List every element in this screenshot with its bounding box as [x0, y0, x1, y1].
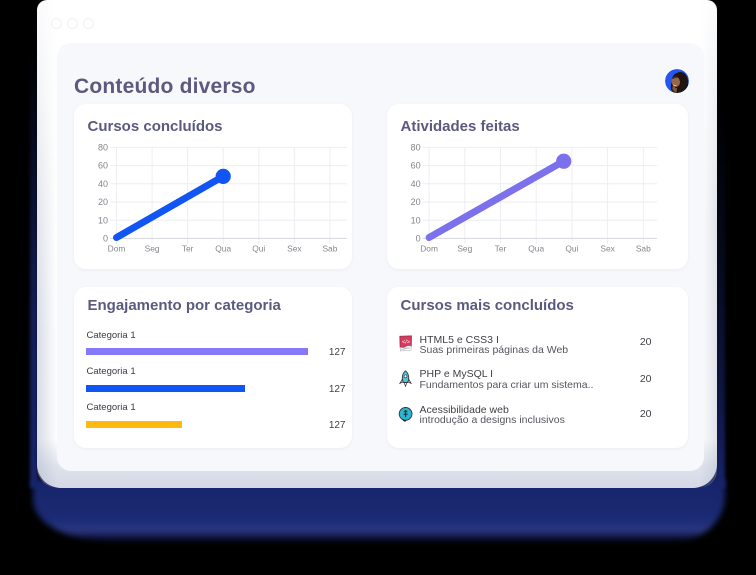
svg-text:Sab: Sab	[322, 244, 337, 254]
svg-text:20: 20	[97, 197, 107, 207]
svg-text:10: 10	[410, 215, 420, 225]
svg-text:Qui: Qui	[565, 244, 578, 254]
svg-text:Ter: Ter	[181, 244, 193, 254]
svg-text:Seg: Seg	[144, 244, 159, 254]
svg-text:</>: </>	[402, 340, 410, 346]
svg-text:Seg: Seg	[457, 244, 472, 254]
svg-text:Dom: Dom	[107, 244, 125, 254]
svg-text:80: 80	[410, 143, 420, 153]
svg-text:Sex: Sex	[287, 244, 302, 254]
svg-text:Qua: Qua	[528, 244, 544, 254]
svg-text:Sab: Sab	[635, 244, 650, 254]
svg-text:80: 80	[97, 143, 107, 153]
svg-text:60: 60	[410, 161, 420, 171]
svg-text:Qui: Qui	[252, 244, 265, 254]
svg-text:60: 60	[97, 161, 107, 171]
svg-text:Dom: Dom	[420, 244, 438, 254]
svg-text:40: 40	[97, 179, 107, 189]
svg-text:40: 40	[410, 179, 420, 189]
svg-text:20: 20	[410, 197, 420, 207]
svg-text:Ter: Ter	[494, 244, 506, 254]
svg-text:10: 10	[97, 215, 107, 225]
svg-text:0: 0	[415, 234, 420, 244]
svg-text:0: 0	[102, 234, 107, 244]
svg-text:Sex: Sex	[600, 244, 615, 254]
svg-text:Qua: Qua	[215, 244, 231, 254]
